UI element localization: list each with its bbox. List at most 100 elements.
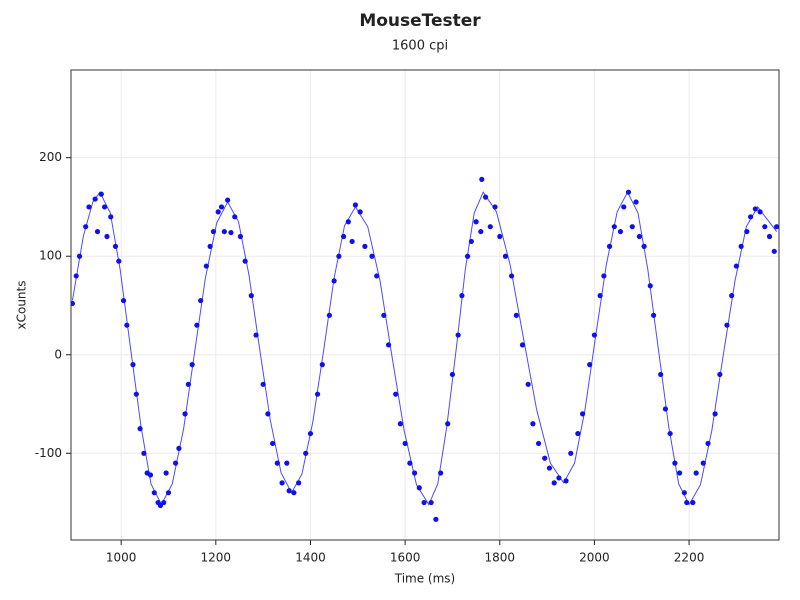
data-point [194,322,200,328]
data-point [86,204,92,210]
data-point [662,406,669,412]
x-tick-label: 1800 [485,551,516,565]
data-point [157,502,164,509]
data-point [502,253,509,259]
data-point [479,176,485,182]
data-point [385,342,392,348]
data-point [748,214,754,220]
data-point [76,253,83,259]
data-point [416,485,422,491]
data-point [478,228,484,235]
data-point [677,470,683,476]
x-tick-label: 1600 [390,551,421,565]
data-point [349,238,355,245]
data-point [253,332,259,338]
data-point [591,332,598,338]
data-point [525,381,531,387]
data-point [352,202,359,208]
data-point [314,391,321,397]
data-point [762,224,768,230]
series-group [71,176,779,522]
data-point [647,283,653,289]
data-point [242,258,248,264]
data-point [744,228,750,235]
data-point [92,196,98,202]
data-point [319,362,325,368]
data-point [667,430,673,437]
data-point [137,426,143,432]
data-point [658,371,664,378]
data-point [104,233,110,240]
data-point [182,411,188,417]
data-point [284,460,290,466]
plot-area: -100 0 100 200 1000 1200 1400 1600 1800 2000 2200 [35,69,780,565]
data-point [279,480,285,486]
x-tick-label: 2200 [674,551,705,565]
data-point [575,430,581,437]
data-point [71,300,76,307]
data-point [189,362,195,368]
data-point [340,233,347,240]
data-point [641,243,647,249]
data-point [326,312,333,318]
data-point [636,233,642,240]
data-point [381,312,387,318]
data-point [611,224,617,230]
data-point [83,224,89,230]
data-point [165,490,172,496]
data-point [124,322,130,328]
data-point [445,421,451,427]
data-point [402,440,408,447]
data-point [393,391,399,397]
y-tick-label: 200 [39,150,62,164]
data-point [374,273,380,279]
data-point [766,233,773,240]
x-tick-label: 2000 [579,551,610,565]
data-point [260,381,266,387]
data-point [629,224,635,230]
data-point [633,199,639,205]
data-point [487,224,493,230]
data-point [464,253,471,259]
data-point [579,411,586,417]
x-tick-label: 1400 [295,551,326,565]
data-point [455,332,461,338]
data-point [172,460,179,466]
data-point [397,421,403,427]
data-point [185,381,191,387]
data-point [248,293,254,299]
data-point [690,499,696,506]
data-point [449,371,456,378]
data-point [551,480,557,486]
data-point [207,243,213,249]
data-point [141,450,147,456]
data-point [411,470,418,476]
data-point [542,455,548,461]
data-point [210,228,217,235]
x-tick-label: 1200 [201,551,232,565]
data-point [163,470,169,476]
data-point [757,209,763,215]
data-point [684,499,690,506]
chart-title: MouseTester [359,11,481,31]
data-point [176,445,182,451]
chart-subtitle: 1600 cpi [392,39,448,54]
data-point [307,430,314,437]
y-tick-label: -100 [35,446,62,460]
data-point [556,475,562,481]
data-point [482,194,489,200]
data-point [492,204,498,210]
data-point [617,228,624,235]
data-point [421,499,427,506]
data-point [94,228,101,235]
data-point [221,228,227,235]
data-point [468,238,474,245]
data-point [733,263,740,269]
data-point [438,470,444,476]
data-point [130,362,136,368]
data-point [771,248,777,254]
data-point [116,258,122,264]
data-point [587,362,593,368]
